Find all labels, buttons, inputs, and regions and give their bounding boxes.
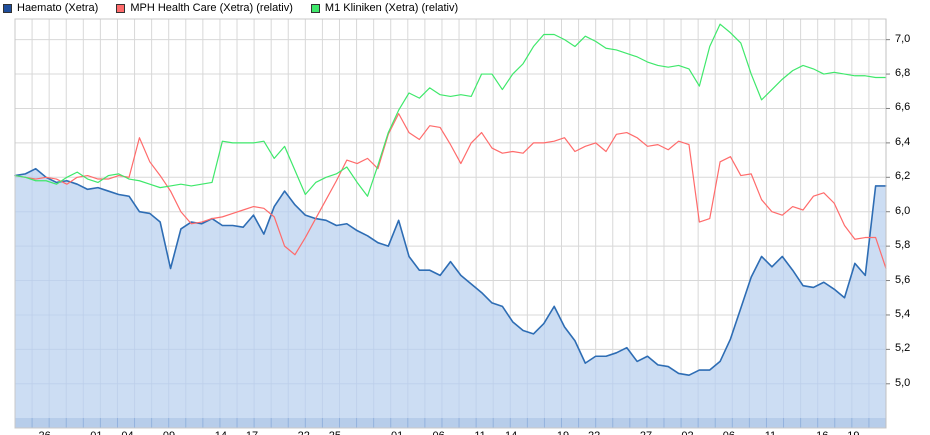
- legend-swatch-icon: [3, 4, 12, 13]
- chart-axis-frame: [14, 18, 890, 429]
- legend-swatch-icon: [310, 4, 320, 13]
- chart-plot-frame[interactable]: 5,05,25,45,65,86,06,26,46,66,87,0 26.01.…: [0, 17, 930, 435]
- legend-swatch-icon: [116, 4, 126, 13]
- legend-label: MPH Health Care (Xetra) (relativ): [130, 2, 293, 14]
- legend-item-m1-kliniken[interactable]: M1 Kliniken (Xetra) (relativ): [310, 2, 459, 14]
- legend-label: Haemato (Xetra): [17, 2, 99, 14]
- legend-label: M1 Kliniken (Xetra) (relativ): [324, 2, 459, 14]
- legend-item-mph-health-care[interactable]: MPH Health Care (Xetra) (relativ): [116, 3, 293, 14]
- chart-canvas[interactable]: [0, 17, 930, 435]
- chart-series-lines: [14, 23, 887, 376]
- chart-legend: Haemato (Xetra) MPH Health Care (Xetra) …: [0, 0, 930, 17]
- legend-item-haemato[interactable]: Haemato (Xetra): [3, 3, 98, 14]
